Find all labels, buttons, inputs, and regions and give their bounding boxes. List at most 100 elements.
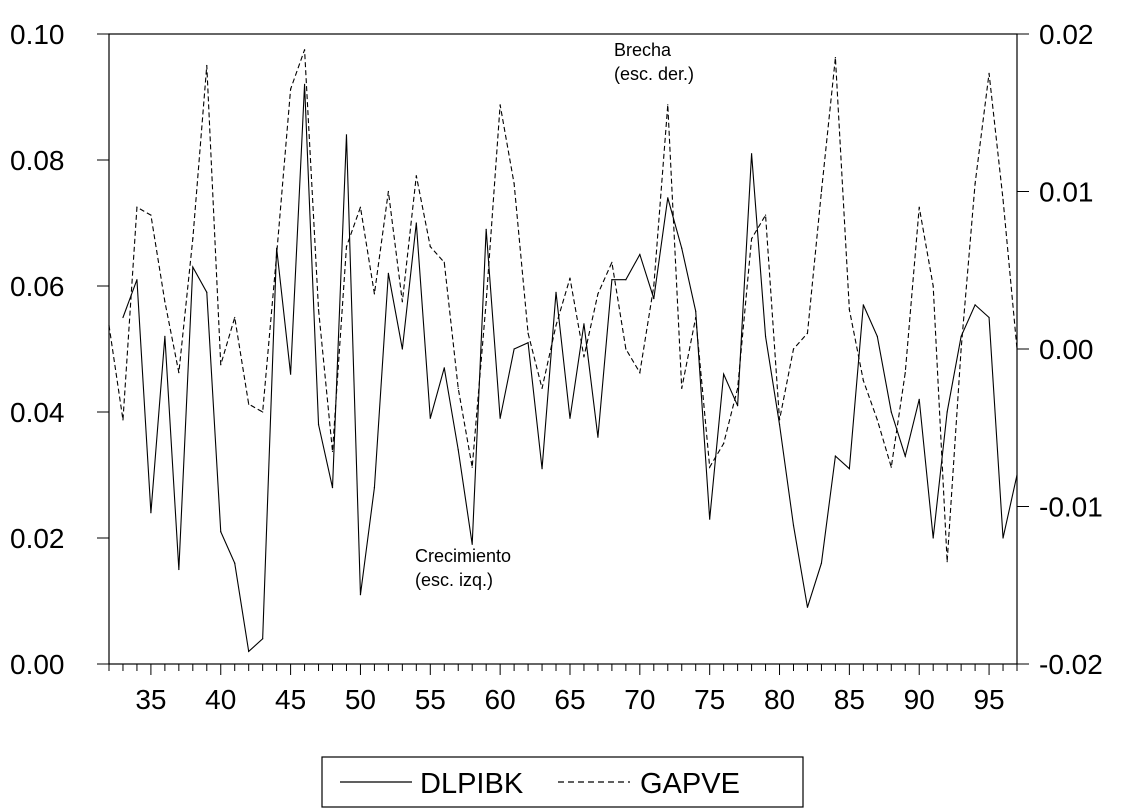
annotation-text: (esc. der.) (614, 64, 694, 84)
point-dlpibk (960, 335, 962, 337)
point-gapve (471, 466, 473, 468)
point-gapve (1002, 198, 1004, 200)
point-gapve (234, 316, 236, 319)
point-gapve (764, 214, 767, 216)
y-right-tick-label: 0.00 (1039, 334, 1094, 365)
point-dlpibk (527, 342, 529, 344)
point-dlpibk (555, 291, 557, 293)
point-gapve (192, 238, 194, 240)
point-dlpibk (178, 568, 180, 571)
plot-frame (108, 33, 1018, 665)
y-right-tick-label: -0.01 (1039, 492, 1103, 523)
point-dlpibk (667, 197, 669, 199)
point-dlpibk (443, 367, 445, 369)
point-dlpibk (471, 543, 473, 545)
point-dlpibk (820, 562, 823, 564)
point-dlpibk (150, 512, 152, 514)
point-gapve (904, 372, 906, 374)
point-gapve (960, 348, 962, 350)
legend-label-dlpibk: DLPIBK (420, 768, 524, 800)
point-dlpibk (974, 304, 976, 306)
point-gapve (834, 57, 837, 59)
point-gapve (359, 206, 362, 208)
point-dlpibk (611, 279, 613, 281)
point-gapve (792, 348, 795, 350)
point-gapve (611, 261, 613, 263)
point-gapve (555, 324, 557, 326)
point-dlpibk (415, 222, 417, 224)
x-tick-label: 55 (415, 684, 446, 715)
point-dlpibk (792, 524, 795, 527)
point-gapve (583, 356, 585, 358)
point-gapve (513, 183, 515, 185)
point-dlpibk (317, 424, 320, 426)
point-dlpibk (276, 247, 278, 249)
point-dlpibk (625, 279, 627, 281)
point-gapve (527, 332, 529, 334)
y-left-tick-label: 0.00 (10, 649, 65, 680)
point-dlpibk (737, 405, 739, 407)
point-dlpibk (709, 518, 711, 520)
point-dlpibk (457, 449, 459, 451)
point-dlpibk (122, 316, 124, 319)
point-dlpibk (750, 153, 753, 155)
point-dlpibk (262, 638, 264, 640)
point-gapve (220, 364, 222, 366)
annotation-text: Brecha (614, 40, 672, 60)
point-gapve (150, 214, 152, 216)
point-gapve (1016, 348, 1018, 350)
point-gapve (331, 450, 334, 452)
point-gapve (723, 442, 725, 445)
series-line-dlpibk (122, 84, 1018, 653)
y-left-tick-label: 0.06 (10, 271, 65, 302)
point-dlpibk (541, 468, 543, 470)
point-dlpibk (946, 411, 948, 413)
point-gapve (890, 466, 892, 468)
point-gapve (681, 387, 683, 389)
point-dlpibk (681, 247, 683, 249)
point-gapve (178, 372, 180, 374)
x-tick-label: 45 (275, 684, 306, 715)
y-right-tick-label: 0.01 (1039, 177, 1094, 208)
x-tick-label: 60 (485, 684, 516, 715)
point-gapve (373, 293, 376, 295)
point-gapve (597, 293, 599, 295)
x-tick-label: 80 (764, 684, 795, 715)
point-gapve (667, 104, 669, 106)
point-gapve (290, 88, 292, 90)
point-dlpibk (234, 562, 236, 564)
point-dlpibk (764, 335, 767, 337)
point-gapve (248, 403, 250, 405)
point-gapve (262, 411, 264, 413)
point-gapve (387, 190, 389, 193)
point-dlpibk (485, 228, 487, 230)
x-tick-label: 85 (834, 684, 865, 715)
point-gapve (876, 419, 878, 421)
legend-label-gapve: GAPVE (640, 768, 740, 800)
point-gapve (499, 104, 501, 106)
point-gapve (541, 387, 543, 389)
point-dlpibk (1016, 474, 1018, 476)
point-gapve (569, 277, 571, 279)
point-gapve (709, 466, 711, 468)
point-dlpibk (862, 304, 864, 306)
point-gapve (974, 183, 976, 185)
point-dlpibk (331, 487, 334, 489)
point-dlpibk (373, 487, 376, 489)
point-gapve (401, 301, 403, 303)
point-dlpibk (569, 417, 571, 419)
y-right-tick-label: 0.02 (1039, 19, 1094, 50)
x-tick-label: 65 (554, 684, 585, 715)
point-gapve (625, 348, 627, 350)
point-gapve (806, 332, 809, 334)
point-gapve (932, 285, 934, 287)
point-dlpibk (164, 335, 166, 337)
point-gapve (415, 175, 417, 177)
point-dlpibk (695, 310, 697, 312)
series-line-gapve (108, 49, 1018, 562)
point-dlpibk (499, 417, 501, 419)
point-gapve (862, 379, 864, 382)
point-gapve (317, 309, 320, 311)
point-gapve (108, 324, 110, 326)
y-left-tick-label: 0.04 (10, 397, 65, 428)
